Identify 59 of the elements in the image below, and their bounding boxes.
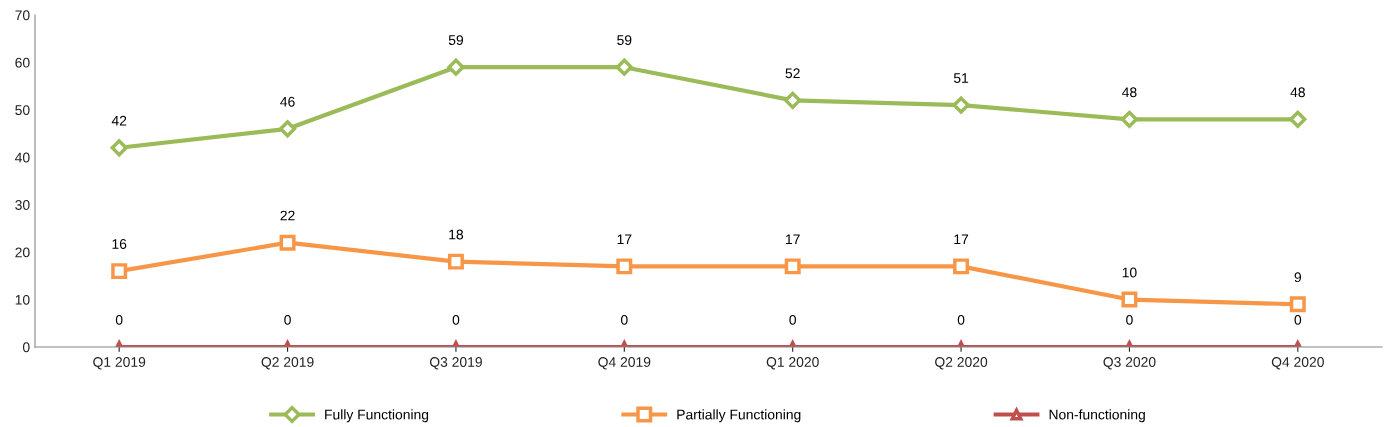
- y-tick-label: 30: [15, 200, 30, 210]
- data-label: 9: [1294, 272, 1302, 283]
- point: [953, 258, 970, 275]
- point: [279, 234, 296, 251]
- data-label: 0: [1126, 314, 1133, 325]
- x-tick-label: Q4 2019: [598, 357, 651, 370]
- data-label: 59: [448, 35, 463, 45]
- data-label: 0: [115, 314, 123, 325]
- legend-label: Partially Functioning: [677, 409, 801, 423]
- data-label: 17: [954, 234, 969, 245]
- data-label: 0: [789, 314, 797, 325]
- x-tick-label: Q4 2020: [1271, 357, 1324, 370]
- data-label: 0: [452, 314, 460, 325]
- point: [1289, 296, 1306, 313]
- point: [1120, 110, 1139, 128]
- y-tick-label: 10: [15, 294, 30, 305]
- y-tick-label: 60: [15, 57, 30, 68]
- data-label: 59: [617, 35, 632, 45]
- legend-label: Non-functioning: [1049, 409, 1145, 423]
- point: [447, 253, 464, 270]
- point: [447, 58, 465, 76]
- data-label: 48: [1122, 87, 1137, 98]
- x-tick-label: Q1 2020: [766, 357, 819, 370]
- data-label: 16: [112, 239, 127, 249]
- data-label: 0: [1294, 314, 1302, 325]
- point: [784, 258, 801, 275]
- data-label: 46: [280, 96, 295, 107]
- point: [784, 91, 802, 109]
- x-tick-label: Q2 2020: [935, 357, 988, 370]
- y-tick-label: 20: [15, 247, 30, 258]
- data-label: 0: [957, 314, 965, 325]
- point: [278, 120, 297, 138]
- point: [616, 258, 633, 275]
- y-tick-label: 0: [22, 342, 30, 353]
- x-tick-label: Q2 2019: [261, 357, 314, 370]
- x-tick-label: Q1 2019: [93, 357, 146, 370]
- data-label: 0: [284, 314, 291, 325]
- data-label: 52: [785, 68, 800, 79]
- data-label: 42: [111, 115, 127, 126]
- data-label: 51: [953, 73, 969, 83]
- y-tick-label: 50: [15, 105, 30, 116]
- point: [110, 139, 128, 157]
- x-tick-label: Q3 2020: [1103, 357, 1156, 370]
- data-label: 18: [449, 229, 464, 240]
- point: [111, 263, 128, 280]
- y-tick-label: 70: [15, 10, 30, 21]
- point: [615, 58, 633, 76]
- x-tick-label: Q3 2019: [429, 357, 482, 370]
- data-label: 10: [1122, 267, 1137, 278]
- point: [1121, 291, 1138, 308]
- data-label: 0: [620, 314, 628, 325]
- point: [952, 96, 970, 114]
- data-label: 48: [1290, 87, 1305, 98]
- point: [1289, 110, 1307, 128]
- data-label: 17: [617, 234, 632, 245]
- y-tick-label: 40: [15, 152, 30, 163]
- data-label: 17: [786, 234, 800, 245]
- legend-label: Fully Functioning: [325, 409, 429, 423]
- data-label: 22: [280, 210, 295, 221]
